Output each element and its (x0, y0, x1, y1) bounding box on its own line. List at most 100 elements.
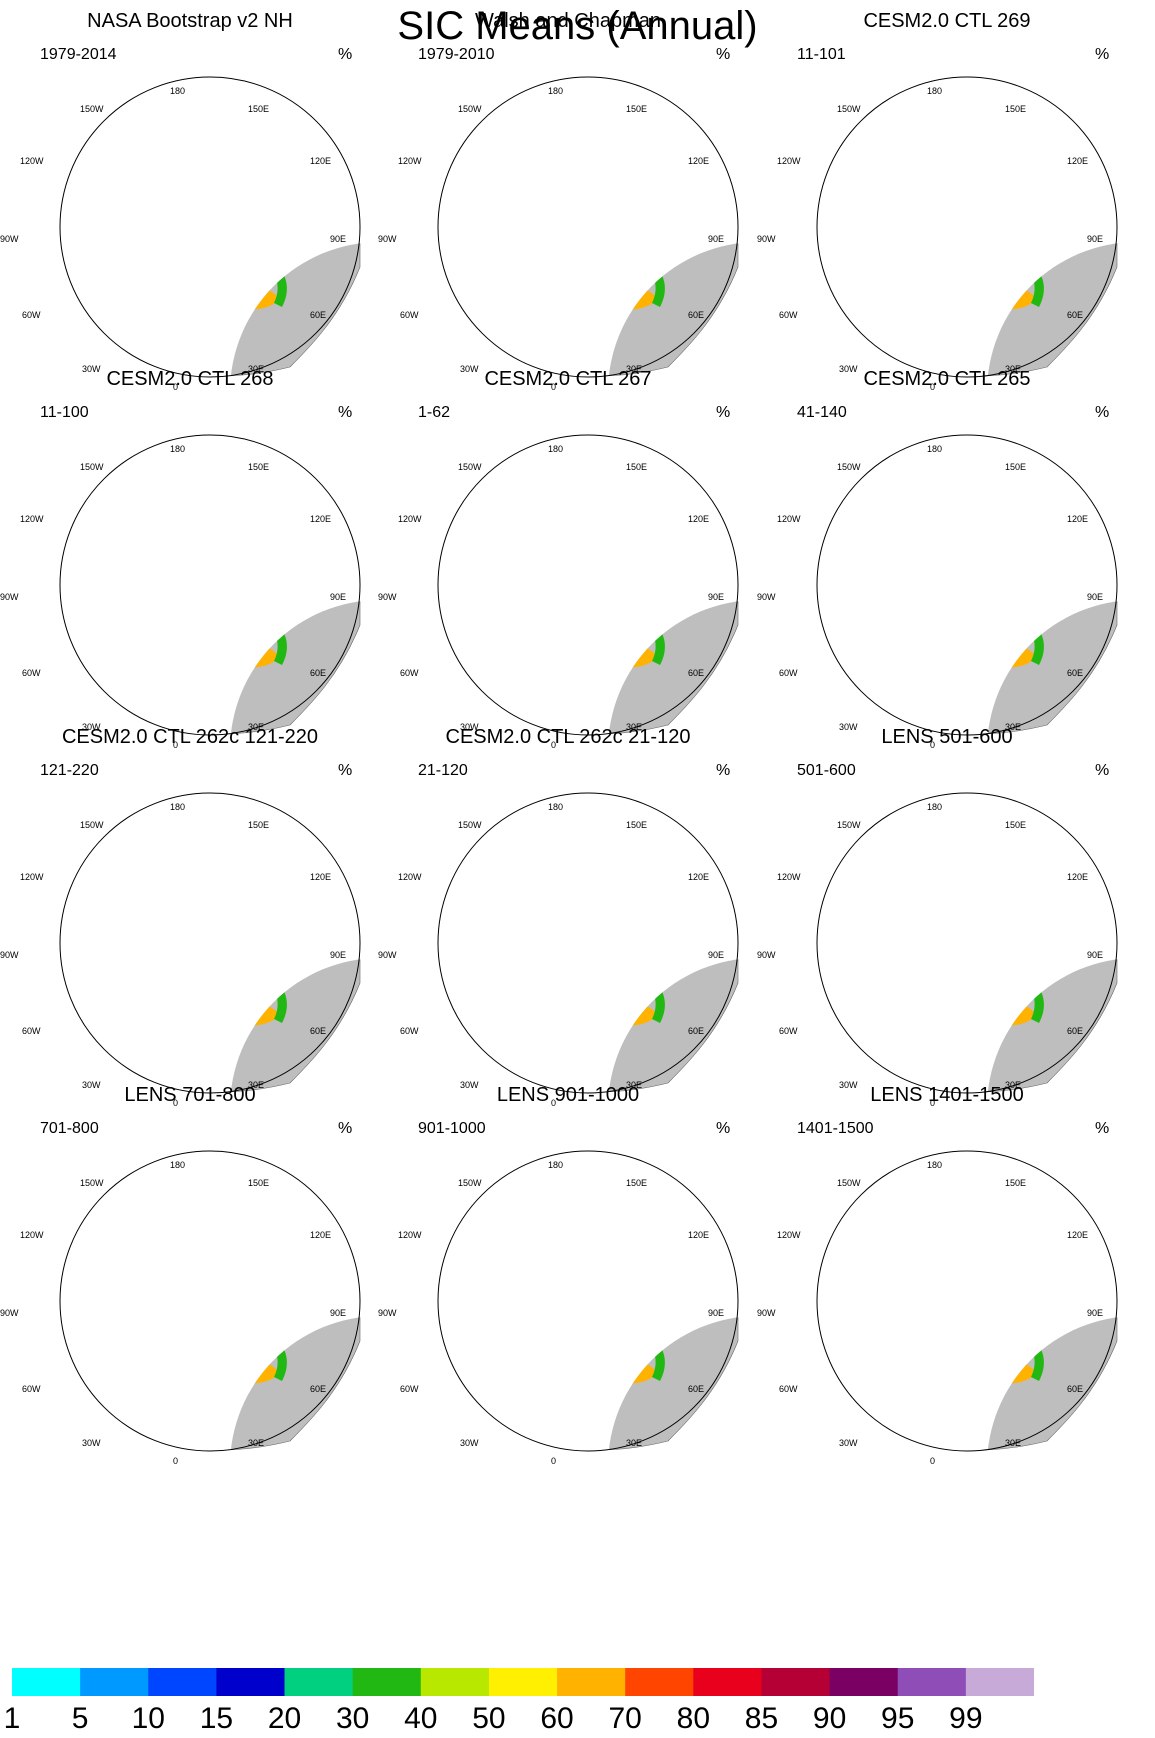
longitude-label: 30E (248, 1080, 265, 1090)
longitude-label: 120W (398, 156, 422, 166)
longitude-label: 60W (22, 1026, 41, 1036)
colorbar-tick-label: 1 (3, 1702, 21, 1735)
longitude-label: 30E (248, 364, 265, 374)
longitude-label: 0 (173, 1456, 179, 1466)
longitude-label: 0 (930, 1456, 936, 1466)
land-mass (230, 242, 361, 377)
longitude-label: 60W (400, 310, 419, 320)
panel-unit: % (716, 46, 731, 63)
panel-period: 41-140 (797, 404, 847, 421)
longitude-label: 90W (757, 234, 776, 244)
longitude-label: 30E (626, 722, 643, 732)
longitude-label: 60E (310, 1026, 327, 1036)
longitude-label: 180 (927, 444, 943, 454)
longitude-label: 60W (400, 1384, 419, 1394)
colorbar-tick-label: 30 (335, 1702, 370, 1735)
panel-period: 21-120 (418, 762, 468, 779)
land-mass (608, 242, 739, 377)
colorbar-swatch (829, 1668, 899, 1696)
longitude-label: 60W (22, 310, 41, 320)
longitude-label: 90W (378, 1308, 397, 1318)
longitude-label: 120W (398, 1230, 422, 1240)
longitude-label: 30E (626, 1080, 643, 1090)
land-mass (230, 1316, 361, 1451)
longitude-label: 120E (688, 872, 710, 882)
longitude-label: 60W (779, 310, 798, 320)
colorbar-tick-label: 50 (472, 1702, 506, 1735)
figure-title: SIC Means (Annual) (397, 4, 758, 48)
map-boundary (59, 792, 361, 1094)
longitude-label: 90E (330, 950, 347, 960)
longitude-label: 60E (1067, 310, 1084, 320)
longitude-label: 60W (22, 1384, 41, 1394)
longitude-label: 30E (1005, 364, 1022, 374)
longitude-label: 150E (1005, 820, 1027, 830)
longitude-label: 30W (82, 1080, 101, 1090)
land-mass (987, 600, 1118, 735)
map-boundary (816, 434, 1118, 736)
longitude-label: 60E (688, 668, 705, 678)
longitude-label: 120E (1067, 514, 1089, 524)
longitude-label: 180 (548, 1160, 564, 1170)
longitude-label: 30W (460, 1080, 479, 1090)
longitude-label: 60E (688, 1384, 705, 1394)
longitude-label: 120W (20, 1230, 44, 1240)
panel-title: NASA Bootstrap v2 NH (87, 10, 293, 32)
longitude-label: 90E (330, 234, 347, 244)
panel-unit: % (1095, 762, 1110, 779)
longitude-label: 90E (330, 1308, 347, 1318)
longitude-label: 30W (839, 1080, 858, 1090)
colorbar-tick-label: 10 (131, 1702, 165, 1735)
longitude-label: 120E (310, 872, 332, 882)
longitude-label: 90W (757, 1308, 776, 1318)
map-boundary (437, 434, 739, 736)
longitude-label: 0 (173, 382, 179, 392)
colorbar-swatch (352, 1668, 422, 1696)
longitude-label: 60E (1067, 1384, 1084, 1394)
longitude-label: 90E (1087, 950, 1104, 960)
panel-unit: % (338, 404, 353, 421)
panel-title: CESM2.0 CTL 268 (106, 368, 274, 390)
polar-stereographic-map (816, 76, 1118, 378)
longitude-label: 60E (1067, 668, 1084, 678)
land-mass (608, 958, 739, 1093)
longitude-label: 30W (460, 1438, 479, 1448)
longitude-label: 150W (80, 820, 104, 830)
longitude-label: 0 (551, 382, 557, 392)
longitude-label: 90W (757, 592, 776, 602)
polar-stereographic-map (59, 434, 361, 736)
longitude-label: 150W (80, 104, 104, 114)
colorbar-swatch (488, 1668, 558, 1696)
longitude-label: 60W (400, 668, 419, 678)
longitude-label: 90E (1087, 592, 1104, 602)
longitude-label: 120W (398, 872, 422, 882)
longitude-label: 30W (460, 364, 479, 374)
longitude-label: 30W (82, 364, 101, 374)
longitude-label: 0 (930, 382, 936, 392)
longitude-label: 60E (1067, 1026, 1084, 1036)
longitude-label: 150W (458, 820, 482, 830)
panel-title: CESM2.0 CTL 265 (863, 368, 1031, 390)
longitude-label: 150W (80, 462, 104, 472)
longitude-label: 90W (0, 592, 19, 602)
longitude-label: 120W (20, 514, 44, 524)
longitude-label: 90E (1087, 234, 1104, 244)
map-panel: CESM2.0 CTL 268 11-100% 180 150E 120E 90E 60E 3… (0, 358, 380, 753)
longitude-label: 120E (1067, 1230, 1089, 1240)
panel-unit: % (1095, 46, 1110, 63)
longitude-label: 0 (551, 1098, 557, 1108)
longitude-label: 0 (551, 1456, 557, 1466)
colorbar-tick-label: 99 (949, 1702, 983, 1735)
longitude-label: 60E (310, 310, 327, 320)
longitude-label: 180 (170, 1160, 186, 1170)
longitude-label: 120W (777, 872, 801, 882)
panel-title: CESM2.0 CTL 262c 21-120 (445, 726, 691, 748)
longitude-label: 60W (779, 1026, 798, 1036)
colorbar-swatch (557, 1668, 626, 1696)
land-mass (608, 600, 739, 735)
longitude-label: 60W (400, 1026, 419, 1036)
map-boundary (59, 1150, 361, 1452)
longitude-label: 90W (378, 592, 397, 602)
polar-stereographic-map (816, 1150, 1118, 1452)
polar-stereographic-map (816, 434, 1118, 736)
